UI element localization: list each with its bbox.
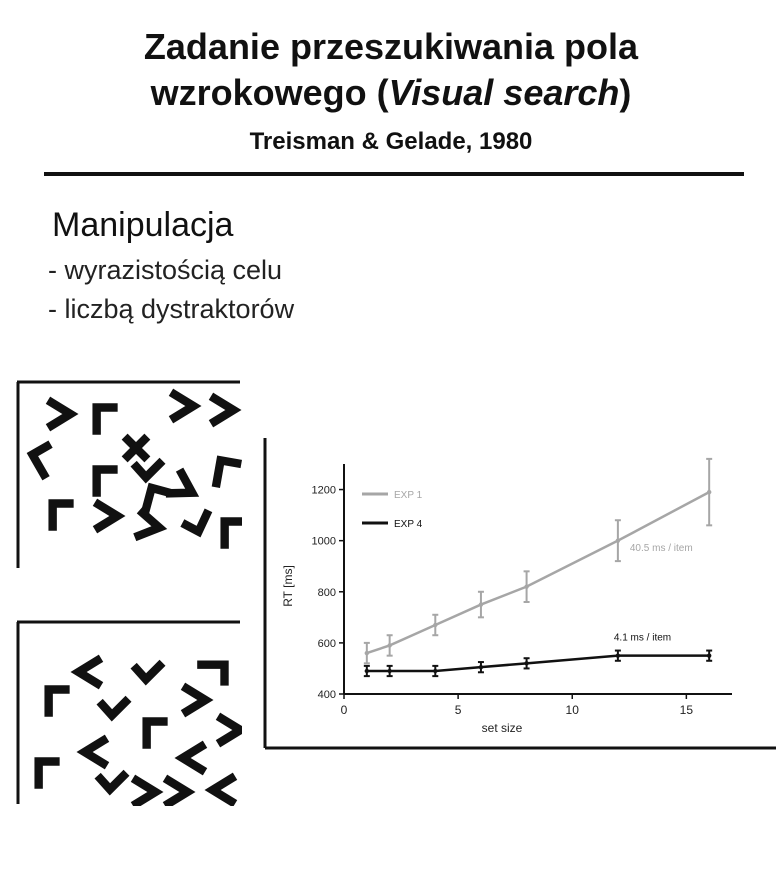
arrow-right-glyph	[168, 388, 202, 424]
y-tick-label: 800	[318, 587, 336, 599]
check-glyph	[130, 457, 166, 484]
data-point	[615, 538, 621, 543]
corner-glyph	[140, 482, 173, 516]
data-point	[433, 668, 438, 674]
panel-border	[16, 620, 240, 804]
cross-glyph	[121, 433, 151, 463]
data-point	[706, 653, 712, 658]
title-line-1: Zadanie przeszukiwania pola	[143, 26, 639, 67]
y-tick-label: 1000	[312, 536, 336, 548]
arrow-left-glyph	[204, 772, 238, 806]
title-line-2-prefix: wzrokowego (	[150, 72, 389, 113]
corner-glyph	[34, 757, 60, 789]
corner-glyph	[92, 403, 118, 435]
arrow-right-glyph	[162, 774, 196, 806]
legend-label: EXP 1	[394, 490, 423, 501]
data-point	[615, 653, 621, 658]
arrow-right-glyph	[45, 396, 79, 432]
y-tick-label: 600	[318, 638, 336, 650]
x-tick-label: 15	[680, 703, 694, 717]
rt-chart: 0 5 10 15 400 600 800 1000 1200 40.5 ms / item 4.…	[263, 438, 776, 750]
stimulus-panel-top	[16, 380, 242, 568]
corner-glyph	[197, 660, 229, 686]
arrow-right-glyph	[180, 682, 214, 718]
y-axis-label: RT [ms]	[281, 565, 295, 607]
x-tick-label: 0	[341, 703, 348, 717]
title-divider	[44, 172, 744, 176]
data-point	[524, 584, 529, 589]
x-tick-label: 5	[455, 703, 462, 717]
slope-annotation: 4.1 ms / item	[614, 632, 671, 643]
arrow-right-glyph	[215, 712, 242, 748]
data-point	[478, 602, 484, 607]
data-point	[524, 661, 529, 666]
data-point	[364, 668, 370, 674]
slide-title: Zadanie przeszukiwania pola wzrokowego (…	[0, 24, 782, 116]
check-glyph	[96, 695, 132, 722]
x-axis-label: set size	[482, 721, 523, 735]
corner-glyph	[44, 685, 70, 717]
check-glyph	[130, 659, 166, 686]
data-point	[387, 643, 392, 648]
x-tick-label: 10	[566, 703, 580, 717]
check-glyph	[94, 769, 130, 796]
data-point	[433, 622, 438, 628]
slope-annotation: 40.5 ms / item	[630, 543, 693, 554]
arrow-right-glyph	[165, 467, 200, 498]
check-glyph	[180, 508, 213, 538]
corner-glyph	[142, 717, 168, 749]
arrow-left-glyph	[76, 734, 110, 770]
arrow-right-glyph	[208, 392, 242, 428]
arrow-left-glyph	[174, 740, 208, 776]
arrow-right-glyph	[92, 498, 126, 534]
stimulus-panel-bottom	[16, 620, 242, 806]
data-point	[364, 650, 370, 656]
legend-label: EXP 4	[394, 519, 423, 530]
corner-glyph	[211, 455, 242, 488]
section-heading: Manipulacja	[52, 206, 234, 244]
corner-glyph	[48, 499, 74, 531]
title-italic: Visual search	[388, 72, 620, 113]
arrow-right-glyph	[130, 774, 164, 806]
corner-glyph	[26, 440, 53, 481]
arrow-left-glyph	[70, 654, 104, 690]
citation: Treisman & Gelade, 1980	[249, 128, 533, 155]
corner-glyph	[92, 465, 118, 497]
title-line-2: wzrokowego (Visual search)	[0, 70, 782, 116]
title-line-2-suffix: )	[619, 72, 632, 113]
bullet-item: - liczbą dystraktorów	[48, 294, 295, 324]
series-line	[366, 654, 710, 673]
data-point	[387, 668, 392, 674]
panel-border	[16, 380, 240, 568]
corner-glyph	[220, 517, 242, 549]
stimulus-glyphs	[34, 654, 242, 806]
data-point	[706, 489, 712, 495]
bullet-item: - wyrazistością celu	[48, 255, 283, 285]
y-tick-label: 400	[318, 689, 336, 701]
stimulus-glyphs	[26, 388, 242, 549]
series-line	[366, 491, 710, 655]
data-point	[478, 664, 484, 670]
arrow-right-glyph	[133, 507, 168, 542]
chart-container: 0 5 10 15 400 600 800 1000 1200 40.5 ms / item 4.…	[262, 436, 778, 752]
y-tick-label: 1200	[312, 485, 336, 497]
